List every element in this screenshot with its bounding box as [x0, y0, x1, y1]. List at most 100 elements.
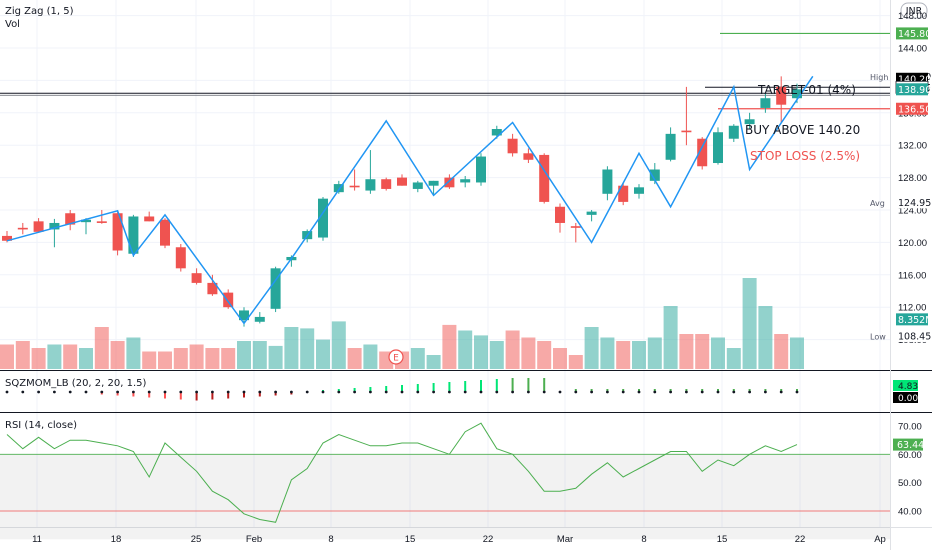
sqz-dot: [195, 390, 199, 394]
volume-bar: [474, 335, 488, 369]
sqz-bar: [227, 392, 230, 399]
price-badge[interactable]: [896, 83, 928, 96]
volume-bar: [790, 337, 804, 369]
time-tick: 15: [405, 534, 416, 545]
sqz-dot: [590, 390, 593, 394]
volume-bar: [521, 337, 536, 369]
sqz-dot: [479, 390, 483, 394]
price-tick: 132.00: [898, 141, 927, 152]
volume-bars: [0, 278, 804, 369]
price-badge-value: 124.95: [898, 198, 931, 209]
sqz-bar: [495, 379, 498, 393]
sqz-badge-value: 0.00: [898, 394, 918, 404]
price-badge[interactable]: [896, 27, 928, 40]
sqz-bar: [243, 392, 245, 398]
sqz-dot: [732, 390, 736, 394]
sqz-bar: [527, 378, 530, 393]
candle-body: [81, 219, 91, 223]
volume-bar: [173, 348, 188, 369]
price-tick: 116.00: [898, 270, 926, 281]
indicator-label-zigzag[interactable]: Zig Zag (1, 5): [5, 6, 74, 17]
sqz-dot: [274, 390, 277, 394]
candle-body: [539, 154, 550, 202]
rsi-line: [6, 422, 798, 523]
sqz-bar: [464, 381, 467, 393]
price-badge[interactable]: [896, 329, 928, 342]
candle-body: [713, 132, 723, 164]
candle-body: [555, 206, 565, 223]
sqz-dot: [163, 390, 167, 394]
sqz-bar: [543, 378, 546, 393]
sqz-dot: [779, 390, 783, 394]
price-badge-value: 108.45: [898, 331, 931, 342]
candle-body: [397, 177, 407, 186]
annotation-target: TARGET-01 (4%): [757, 83, 856, 97]
volume-bar: [63, 344, 78, 369]
sqz-dot: [211, 390, 214, 394]
candle-body: [649, 169, 660, 181]
candle-body: [333, 184, 344, 193]
volume-bar: [726, 348, 741, 369]
candle-body: [697, 138, 708, 167]
volume-bar: [600, 337, 615, 369]
sqz-dot: [147, 390, 151, 394]
sqz-bar: [416, 384, 419, 393]
candle-body: [270, 268, 281, 309]
sqz-dot: [384, 390, 388, 394]
time-axis[interactable]: 11 18 25 Feb 8 15 22 Mar 8 15 22 Ap: [32, 534, 886, 545]
volume-bar: [300, 328, 315, 369]
candle-body: [460, 179, 471, 183]
sqz-dot: [353, 390, 356, 394]
indicator-label-vol[interactable]: Vol: [5, 19, 20, 30]
sqz-dot: [400, 390, 404, 394]
sqz-bar: [369, 387, 372, 393]
sqz-bar: [274, 392, 277, 396]
candles: [2, 76, 802, 327]
candle-body: [618, 185, 629, 202]
time-tick: 8: [328, 534, 333, 545]
sqz-bar: [179, 392, 182, 400]
sqz-bar: [132, 392, 135, 397]
indicator-label-rsi[interactable]: RSI (14, close): [5, 420, 77, 431]
rsi-tick: 60.00: [898, 450, 922, 461]
sqz-dot: [700, 390, 704, 394]
earnings-marker[interactable]: [388, 349, 404, 365]
sqz-dot: [321, 390, 325, 394]
sqz-dot: [290, 390, 293, 394]
sqz-dot: [5, 390, 9, 394]
indicator-label-sqz[interactable]: SQZMOM_LB (20, 2, 20, 1.5): [5, 378, 146, 389]
price-badge[interactable]: [896, 102, 928, 115]
price-axis[interactable]: 152.00148.00144.00140.00136.00132.00128.…: [869, 0, 932, 517]
volume-bar: [79, 348, 93, 369]
candle-body: [507, 138, 518, 154]
price-badge-label: Avg: [870, 199, 885, 208]
price-badge[interactable]: [896, 196, 928, 209]
annotation-buy: BUY ABOVE 140.20: [745, 123, 860, 137]
sqz-dot: [574, 390, 578, 394]
level-lines: [0, 32, 890, 110]
volume-bar: [221, 348, 236, 369]
sqz-dot: [669, 390, 672, 394]
currency-button[interactable]: [900, 2, 928, 19]
price-tick: 124.00: [898, 206, 927, 217]
price-badge-value: 138.90: [898, 85, 931, 96]
sqz-bar: [432, 383, 435, 393]
price-badge[interactable]: [896, 313, 928, 326]
time-tick: 25: [191, 534, 202, 545]
volume-bar: [742, 278, 757, 369]
sqz-badge[interactable]: [893, 392, 918, 403]
candle-body: [776, 86, 787, 105]
sqz-dot: [100, 390, 104, 394]
volume-bar: [189, 344, 204, 369]
price-badge-value: 140.20: [898, 74, 931, 85]
candle-body: [33, 221, 44, 232]
rsi-badge[interactable]: [893, 438, 923, 451]
sqz-dot: [653, 390, 657, 394]
volume-bar: [553, 348, 567, 369]
volume-bar: [679, 334, 694, 369]
price-badge-label: Low: [870, 332, 886, 341]
sqz-badge[interactable]: [893, 380, 918, 391]
price-badge-value: 145.80: [898, 29, 931, 40]
time-tick: 22: [483, 534, 494, 545]
